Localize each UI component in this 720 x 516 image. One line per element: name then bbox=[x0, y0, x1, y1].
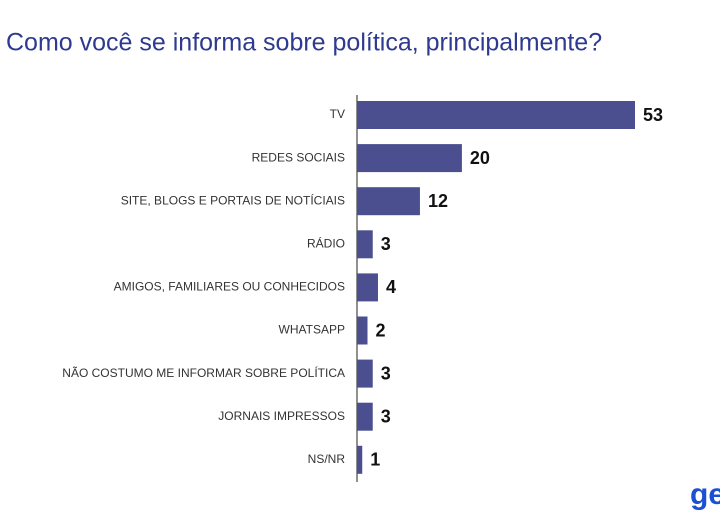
value-label: 53 bbox=[643, 105, 663, 125]
category-label: RÁDIO bbox=[307, 235, 345, 250]
bar bbox=[357, 402, 373, 431]
category-label: REDES SOCIAIS bbox=[252, 150, 345, 164]
category-label: NÃO COSTUMO ME INFORMAR SOBRE POLÍTICA bbox=[62, 365, 345, 380]
category-label: WHATSAPP bbox=[279, 323, 345, 337]
logo: ge bbox=[690, 478, 720, 511]
category-label: NS/NR bbox=[308, 452, 346, 466]
category-label: AMIGOS, FAMILIARES OU CONHECIDOS bbox=[114, 280, 345, 294]
category-label: SITE, BLOGS E PORTAIS DE NOTÍCIAIS bbox=[121, 192, 345, 207]
category-label: JORNAIS IMPRESSOS bbox=[218, 409, 345, 423]
category-label: TV bbox=[330, 107, 345, 121]
value-label: 12 bbox=[428, 191, 448, 211]
bar bbox=[357, 273, 378, 302]
bar bbox=[357, 230, 373, 259]
value-label: 3 bbox=[381, 363, 391, 383]
bar bbox=[357, 445, 363, 474]
value-label: 4 bbox=[386, 277, 396, 297]
chart-title: Como você se informa sobre política, pri… bbox=[6, 29, 602, 57]
bar bbox=[357, 359, 373, 388]
bar bbox=[357, 144, 462, 173]
value-label: 1 bbox=[370, 450, 380, 470]
bar bbox=[357, 101, 635, 129]
bar bbox=[357, 316, 368, 345]
value-label: 3 bbox=[381, 234, 391, 254]
bar bbox=[357, 187, 420, 216]
value-label: 3 bbox=[381, 406, 391, 426]
value-label: 2 bbox=[375, 320, 385, 340]
value-label: 20 bbox=[470, 148, 490, 168]
